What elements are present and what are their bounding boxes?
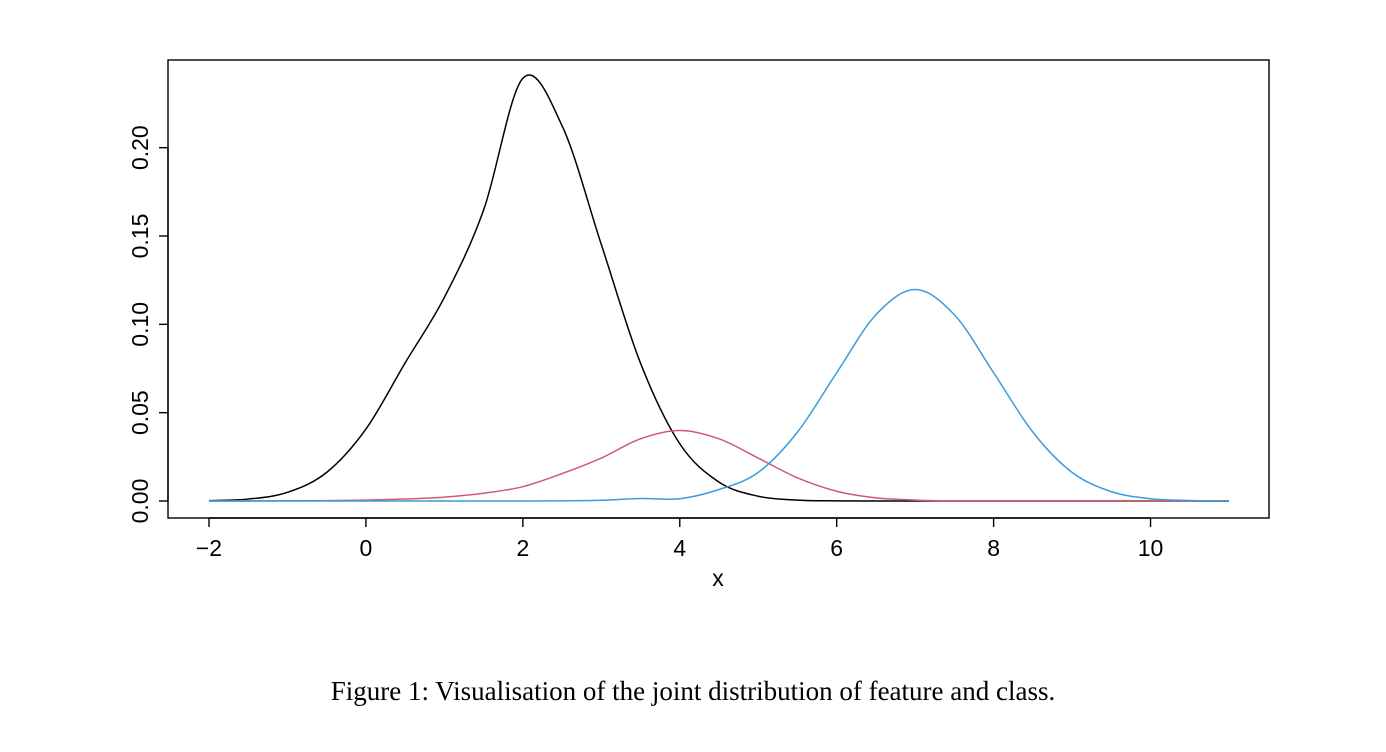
- x-tick-label: 2: [516, 535, 529, 561]
- x-tick-label: 8: [987, 535, 1000, 561]
- y-tick-label: 0.00: [127, 479, 153, 524]
- axes: −2 0 2 4 6 8 10 0.00 0.05 0.10 0.15 0.20: [127, 125, 1163, 561]
- chart-svg: −2 0 2 4 6 8 10 0.00 0.05 0.10 0.15 0.20 x: [127, 59, 1270, 591]
- y-tick-label: 0.05: [127, 390, 153, 435]
- y-tick-label: 0.10: [127, 302, 153, 347]
- series-line-3: [208, 288, 1230, 502]
- plot-frame: [167, 59, 1270, 519]
- series-line-1: [208, 74, 1229, 502]
- x-axis-label: x: [712, 565, 724, 591]
- y-tick-label: 0.15: [127, 214, 153, 259]
- figure-caption: Figure 1: Visualisation of the joint dis…: [330, 676, 1056, 706]
- x-tick-label: −2: [196, 535, 222, 561]
- x-tick-label: 10: [1138, 535, 1164, 561]
- x-tick-label: 4: [673, 535, 686, 561]
- series-layer: [208, 74, 1230, 502]
- x-tick-label: 0: [360, 535, 373, 561]
- series-line-2: [208, 429, 1229, 502]
- x-tick-label: 6: [830, 535, 843, 561]
- y-tick-label: 0.20: [127, 125, 153, 170]
